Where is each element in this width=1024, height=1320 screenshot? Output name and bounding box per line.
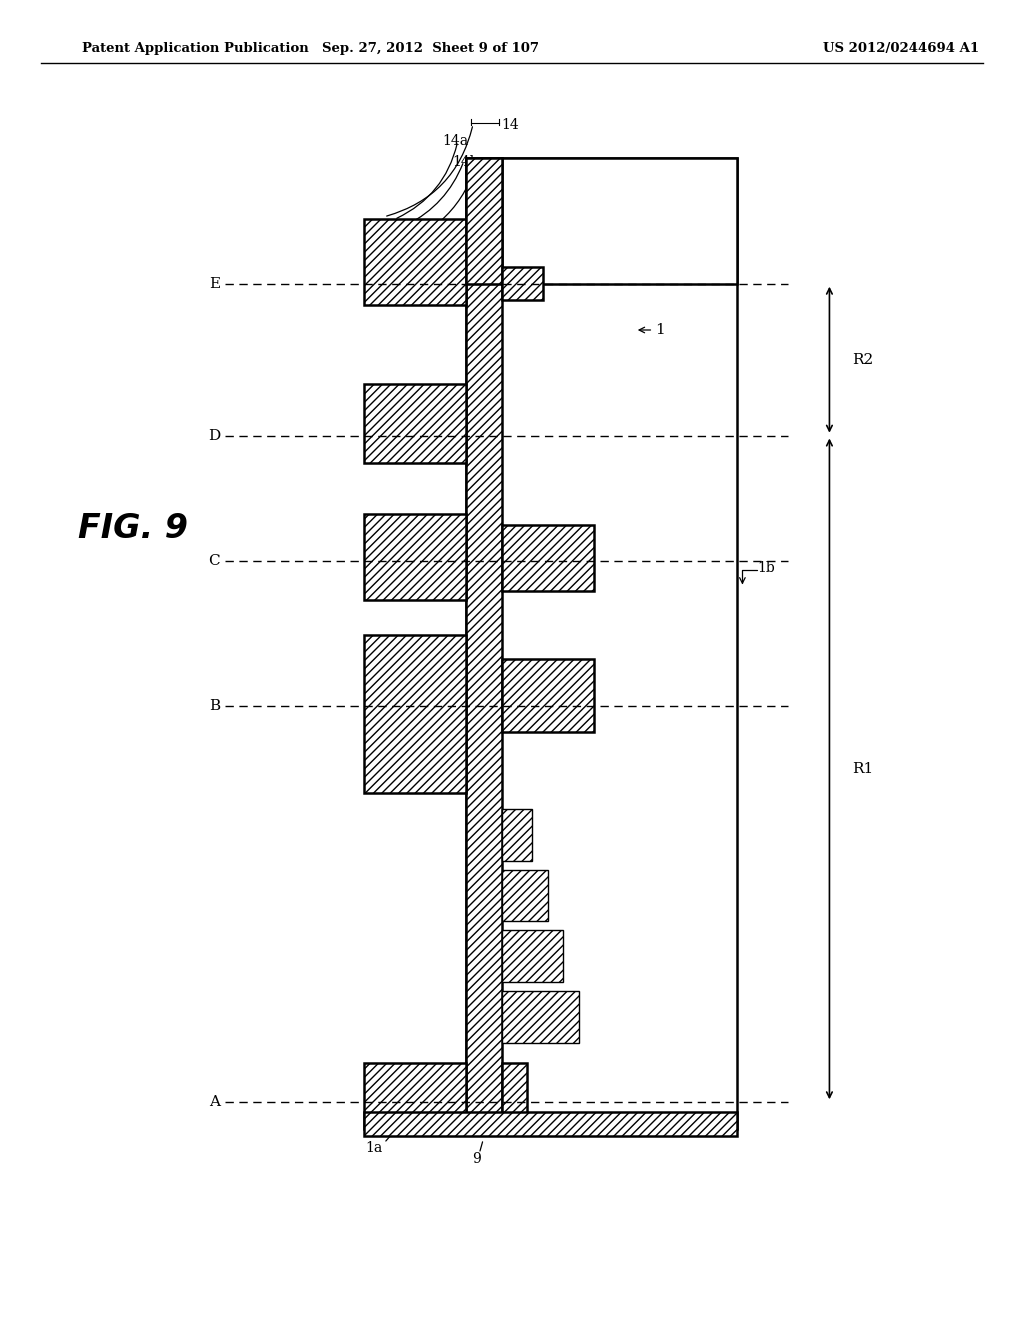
Bar (502, 809, 532, 861)
Text: 14a: 14a (442, 135, 469, 148)
Bar (502, 525, 594, 591)
Text: 1b: 1b (758, 561, 775, 574)
Bar (502, 267, 543, 300)
Bar (502, 158, 737, 284)
Bar (502, 870, 548, 921)
Text: 16: 16 (463, 176, 480, 189)
Bar (364, 384, 466, 463)
Text: C: C (209, 554, 220, 568)
Text: 9: 9 (472, 1152, 480, 1166)
Bar (466, 158, 502, 1129)
Text: B: B (209, 700, 220, 713)
Text: 1: 1 (655, 323, 666, 337)
Bar (502, 991, 579, 1043)
Text: R1: R1 (852, 762, 873, 776)
Text: FIG. 9: FIG. 9 (78, 511, 188, 544)
Text: Patent Application Publication: Patent Application Publication (82, 42, 308, 55)
Text: A: A (209, 1096, 220, 1109)
Bar (364, 1111, 737, 1135)
Bar (364, 513, 466, 599)
Text: 14b: 14b (453, 156, 479, 169)
Text: 1a: 1a (366, 1142, 382, 1155)
Bar (502, 1063, 527, 1129)
Bar (364, 635, 466, 793)
Bar (502, 931, 563, 982)
Bar (364, 219, 466, 305)
Bar (502, 659, 594, 731)
Text: Sep. 27, 2012  Sheet 9 of 107: Sep. 27, 2012 Sheet 9 of 107 (322, 42, 539, 55)
Bar (466, 158, 737, 1129)
Text: R2: R2 (852, 352, 873, 367)
Text: US 2012/0244694 A1: US 2012/0244694 A1 (823, 42, 979, 55)
Text: 14: 14 (502, 119, 519, 132)
Bar (364, 1063, 466, 1129)
Bar (466, 158, 502, 284)
Text: 17: 17 (408, 667, 425, 680)
Text: D: D (208, 429, 220, 442)
Text: E: E (209, 277, 220, 290)
